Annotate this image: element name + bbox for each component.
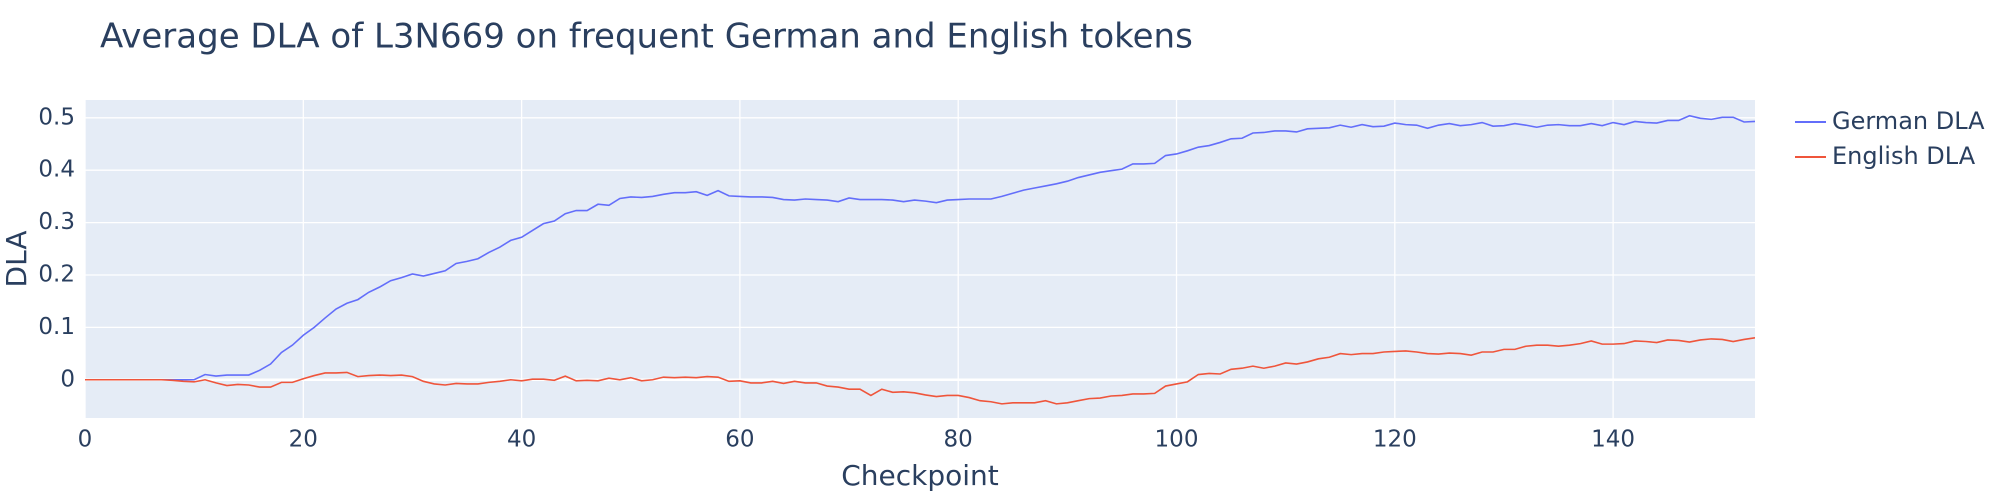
- x-tick-label: 100: [1155, 427, 1199, 453]
- x-tick-label: 120: [1373, 427, 1417, 453]
- x-tick-label: 0: [78, 427, 93, 453]
- plot-background: [85, 100, 1755, 418]
- y-tick-label: 0.5: [38, 104, 75, 130]
- x-tick-label: 80: [944, 427, 973, 453]
- x-tick-label: 140: [1591, 427, 1635, 453]
- y-tick-label: 0.1: [38, 314, 75, 340]
- x-axis-title: Checkpoint: [841, 459, 999, 492]
- y-tick-label: 0.4: [38, 157, 75, 183]
- y-tick-label: 0: [60, 366, 75, 392]
- x-tick-label: 40: [507, 427, 536, 453]
- chart-title: Average DLA of L3N669 on frequent German…: [100, 17, 1193, 57]
- legend-label: German DLA: [1832, 107, 1985, 135]
- y-axis-title: DLA: [0, 231, 33, 288]
- y-tick-label: 0.3: [38, 209, 75, 235]
- x-tick-label: 20: [289, 427, 318, 453]
- x-tick-label: 60: [725, 427, 754, 453]
- y-tick-label: 0.2: [38, 261, 75, 287]
- legend-label: English DLA: [1832, 142, 1976, 170]
